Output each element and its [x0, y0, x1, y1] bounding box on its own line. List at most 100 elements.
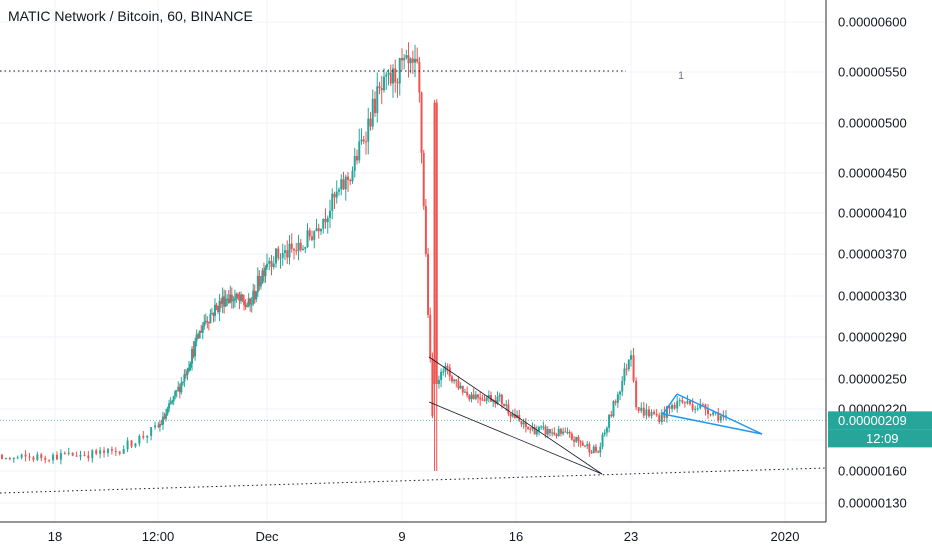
price-tick-label: 0.00000600: [838, 15, 907, 30]
time-tick-label: 23: [624, 529, 638, 544]
candle-body: [365, 141, 367, 143]
candle-body: [44, 457, 47, 460]
last-price-value: 0.00000209: [838, 413, 907, 428]
candle-body: [658, 415, 661, 423]
candle-body: [650, 411, 653, 417]
candle-body: [168, 403, 171, 409]
price-tick-label: 0.00000130: [838, 496, 907, 511]
candle-body: [177, 386, 180, 391]
candle-body: [227, 298, 230, 303]
candle-body: [175, 390, 178, 392]
candle-body: [320, 228, 322, 232]
candle-body: [450, 376, 453, 382]
candle-body: [371, 98, 374, 127]
candle-body: [505, 404, 508, 406]
candle-body: [374, 98, 376, 114]
candle-body: [531, 427, 534, 430]
candle-body: [180, 382, 183, 393]
chart-title: MATIC Network / Bitcoin, 60, BINANCE: [8, 8, 253, 24]
time-axis[interactable]: 18 12:00 Dec 9 16 23 2020: [0, 521, 932, 550]
candle-body: [579, 441, 582, 443]
wedge-upper-line[interactable]: [428, 356, 603, 475]
candle-body: [668, 406, 671, 409]
flag-upper-line[interactable]: [676, 393, 763, 435]
candle-body: [483, 399, 486, 401]
candle-body: [235, 294, 238, 299]
candle-body: [191, 348, 194, 364]
candle-body: [158, 424, 161, 427]
candle-body: [250, 303, 253, 305]
drawings[interactable]: [0, 70, 827, 494]
candle-body: [396, 82, 399, 84]
candle-body: [623, 368, 626, 382]
candle-body: [548, 429, 551, 434]
candle-body: [470, 394, 473, 400]
candle-body: [522, 422, 525, 425]
candle-body: [220, 301, 223, 304]
candle-body: [551, 432, 554, 434]
candle-body: [570, 433, 573, 440]
candle-body: [24, 454, 27, 457]
candle-body: [226, 298, 229, 300]
candle-body: [599, 446, 602, 453]
candle-body: [573, 439, 576, 442]
candle-body: [75, 455, 78, 457]
candle-body: [389, 72, 392, 84]
candle-body: [625, 368, 628, 370]
candle-body: [568, 432, 571, 434]
candle-body: [498, 394, 501, 397]
candle-body: [313, 231, 316, 240]
flag-left-line[interactable]: [662, 393, 678, 415]
candle-body: [126, 440, 129, 450]
time-tick-label: 18: [48, 529, 62, 544]
candle-body: [246, 306, 249, 308]
time-tick-label: Dec: [255, 529, 279, 544]
candle-body: [535, 430, 538, 435]
candle-body: [689, 400, 692, 405]
candle-body: [249, 298, 252, 305]
support-dotted-line[interactable]: [0, 467, 827, 494]
candle-body: [326, 217, 329, 223]
candle-body: [414, 58, 417, 63]
candle-body: [411, 58, 414, 63]
candle-body: [166, 408, 169, 415]
candle-body: [106, 449, 109, 453]
candle-body: [264, 267, 267, 277]
countdown-badge: 12:09: [828, 429, 932, 448]
candle-body: [59, 453, 62, 460]
candle-body: [230, 294, 233, 302]
candle-body: [255, 292, 258, 300]
candle-body: [448, 367, 451, 377]
candle-body: [455, 379, 458, 382]
candle-body: [527, 426, 530, 429]
candle-body: [608, 414, 611, 428]
candle-body: [87, 455, 90, 459]
candle-body: [663, 412, 666, 418]
candle-body: [146, 435, 149, 438]
candle-body: [559, 428, 562, 434]
time-tick-label: 9: [398, 529, 405, 544]
candle-body: [420, 92, 423, 153]
candle-body: [605, 427, 608, 433]
candle-body: [244, 304, 247, 307]
candle-body: [588, 444, 591, 453]
candle-body: [466, 391, 469, 396]
annotation-label[interactable]: 1: [678, 70, 684, 82]
candle-body: [154, 425, 157, 428]
candle-body: [201, 326, 204, 333]
candle-body: [385, 74, 388, 77]
candle-body: [110, 449, 113, 451]
candle-body: [165, 414, 168, 419]
candle-body: [16, 457, 19, 459]
candle-body: [224, 298, 227, 307]
candle-body: [353, 156, 356, 171]
wedge-lower-line[interactable]: [428, 401, 603, 475]
candle-body: [431, 358, 434, 417]
flag-lower-line[interactable]: [662, 413, 763, 435]
candle-body: [597, 451, 600, 453]
candle-body: [678, 400, 681, 402]
candle-body: [138, 435, 141, 444]
price-tick-label: 0.00000550: [838, 65, 907, 80]
candle-body: [564, 431, 567, 433]
